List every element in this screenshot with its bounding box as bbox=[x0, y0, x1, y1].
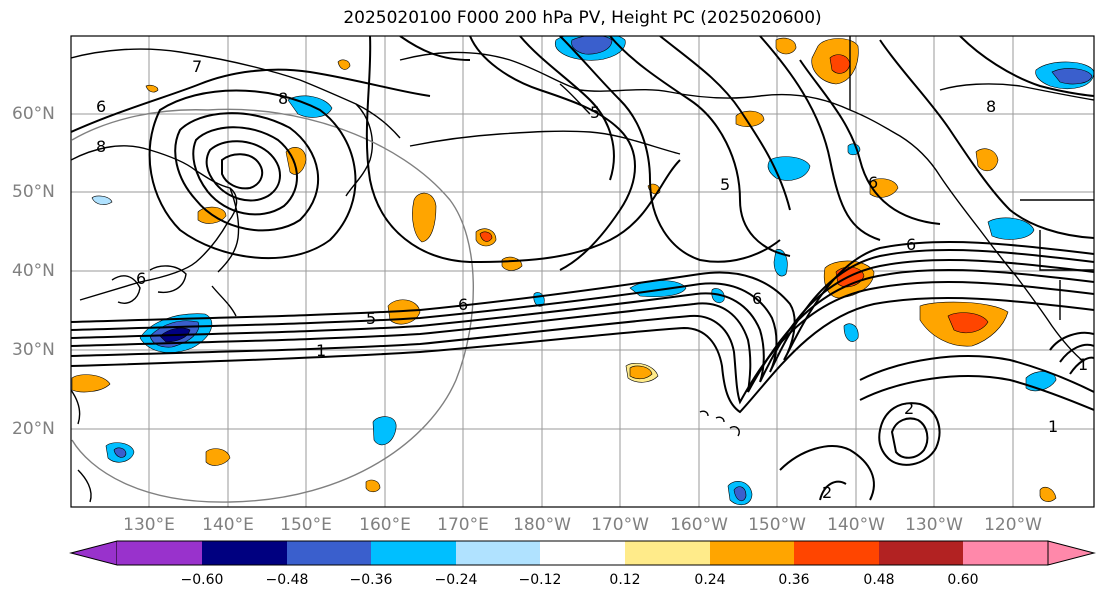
contour-label: 6 bbox=[96, 97, 106, 116]
lat-label: 20°N bbox=[12, 419, 55, 439]
map-frame bbox=[70, 35, 1095, 508]
contour-label: 1 bbox=[1048, 417, 1058, 436]
colorbar-tick-label: −0.60 bbox=[180, 572, 224, 588]
pv-positive-region bbox=[1039, 486, 1057, 502]
pv-positive-region bbox=[479, 231, 493, 242]
map-title: 2025020100 F000 200 hPa PV, Height PC (2… bbox=[343, 8, 822, 28]
colorbar-bin bbox=[794, 541, 879, 565]
pv-positive-region bbox=[975, 148, 999, 172]
lon-label: 140°E bbox=[202, 515, 254, 535]
lon-label: 120°W bbox=[984, 515, 1042, 535]
lon-label: 140°W bbox=[827, 515, 885, 535]
lon-label: 160°E bbox=[359, 515, 411, 535]
contour-label: 6 bbox=[868, 173, 878, 192]
pv-negative-region bbox=[987, 217, 1035, 240]
colorbar-tick-label: −0.36 bbox=[349, 572, 393, 588]
colorbar-bin bbox=[879, 541, 963, 565]
pv-negative-region bbox=[773, 249, 788, 277]
contour-label: 2 bbox=[904, 399, 914, 418]
lon-label: 150°E bbox=[280, 515, 332, 535]
lon-label: 130°E bbox=[123, 515, 175, 535]
pv-positive-region bbox=[71, 374, 111, 393]
colorbar-tick-label: −0.24 bbox=[434, 572, 478, 588]
pv-negative-region bbox=[113, 447, 127, 458]
contour-label: 8 bbox=[986, 97, 996, 116]
contour-label: 6 bbox=[752, 289, 762, 308]
pv-positive-region bbox=[145, 84, 159, 93]
contour-label-group: 7 6 8 8 5 6 1 6 5 1 6 6 8 2 2 1 5 6 bbox=[96, 57, 1088, 502]
contour-label: 6 bbox=[136, 269, 146, 288]
pv-positive-region bbox=[337, 59, 351, 70]
great-circle bbox=[71, 109, 209, 141]
colorbar-tick-label: −0.48 bbox=[265, 572, 309, 588]
contour-label: 8 bbox=[278, 89, 288, 108]
lon-label: 180°W bbox=[513, 515, 571, 535]
contour-label: 6 bbox=[458, 295, 468, 314]
pv-positive-region bbox=[501, 256, 523, 271]
colorbar-tick-label: −0.12 bbox=[518, 572, 562, 588]
colorbar-bin bbox=[202, 541, 287, 565]
colorbar-bin bbox=[710, 541, 794, 565]
contour-label: 6 bbox=[906, 235, 916, 254]
colorbar-bin bbox=[287, 541, 371, 565]
colorbar-bin bbox=[371, 541, 456, 565]
colorbar-tick-label: 0.12 bbox=[609, 572, 641, 588]
colorbar-bin bbox=[963, 541, 1048, 565]
contour-label: 5 bbox=[366, 309, 376, 328]
contour-label: 1 bbox=[316, 341, 326, 360]
pv-positive-region bbox=[775, 37, 797, 55]
coastlines bbox=[71, 36, 1094, 503]
pv-positive-region bbox=[629, 365, 653, 380]
pv-negative-region bbox=[1025, 371, 1057, 392]
lat-label: 50°N bbox=[12, 182, 55, 202]
lon-label: 170°E bbox=[437, 515, 489, 535]
lat-label: 60°N bbox=[12, 104, 55, 124]
lon-label: 150°W bbox=[748, 515, 806, 535]
pv-negative-region bbox=[571, 36, 613, 55]
contour-label: 2 bbox=[822, 483, 832, 502]
colorbar-bin bbox=[456, 541, 540, 565]
lon-label: 170°W bbox=[591, 515, 649, 535]
pv-positive-region bbox=[205, 448, 231, 466]
contour-label: 8 bbox=[96, 137, 106, 156]
lat-label: 40°N bbox=[12, 261, 55, 281]
pv-negative-region bbox=[733, 486, 747, 502]
colorbar-tick-label: 0.48 bbox=[863, 572, 895, 588]
lon-label: 130°W bbox=[905, 515, 963, 535]
colorbar-tick-label: 0.24 bbox=[694, 572, 726, 588]
pv-negative-region bbox=[372, 416, 397, 446]
pv-negative-region bbox=[91, 195, 113, 205]
pv-positive-region bbox=[412, 192, 437, 243]
height-contours bbox=[71, 36, 1094, 501]
contour-label: 5 bbox=[720, 175, 730, 194]
colorbar-tick-label: 0.36 bbox=[778, 572, 810, 588]
map-layer: 7 6 8 8 5 6 1 6 5 1 6 6 8 2 2 1 5 6 bbox=[71, 36, 1094, 507]
pv-positive-region bbox=[365, 479, 381, 493]
pv-negative-region bbox=[843, 323, 859, 342]
lon-label: 160°W bbox=[670, 515, 728, 535]
colorbar-bin bbox=[625, 541, 710, 565]
colorbar-bin bbox=[540, 541, 625, 565]
colorbar bbox=[69, 540, 1096, 566]
pv-positive-region bbox=[869, 178, 899, 198]
contour-label: 5 bbox=[590, 103, 600, 122]
colorbar-bin bbox=[117, 541, 202, 565]
colorbar-extend-min bbox=[69, 540, 118, 566]
colorbar-extend-max bbox=[1047, 540, 1096, 566]
pv-negative-region bbox=[711, 288, 725, 303]
pv-positive-region bbox=[947, 312, 989, 334]
pv-anomaly-shading bbox=[71, 36, 1094, 506]
contour-label: 1 bbox=[1078, 355, 1088, 374]
colorbar-tick-label: 0.60 bbox=[947, 572, 979, 588]
contour-label: 7 bbox=[192, 57, 202, 76]
pv-negative-region bbox=[1051, 68, 1093, 85]
great-circle bbox=[71, 108, 474, 503]
lat-label: 30°N bbox=[12, 340, 55, 360]
